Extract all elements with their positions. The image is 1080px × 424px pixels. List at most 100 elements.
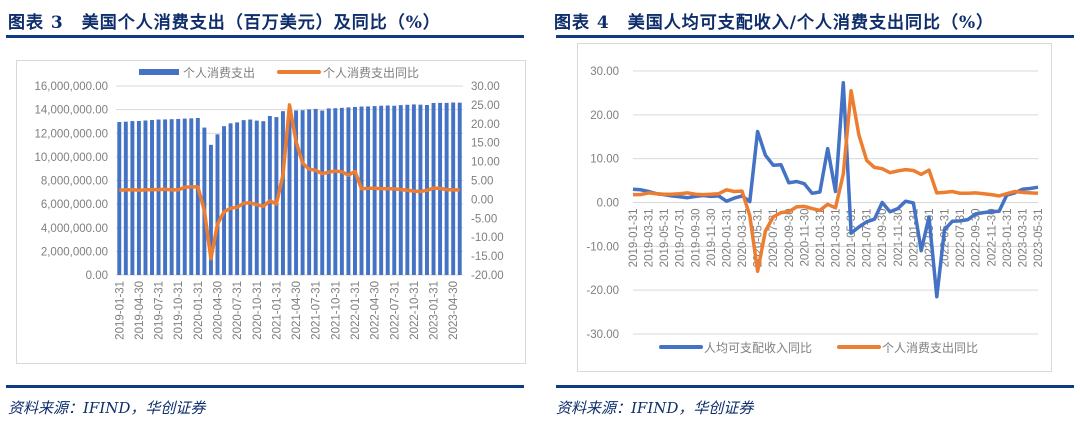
right-panel: 图表 4 美国人均可支配收入/个人消费支出同比（%） -30.00 -20.00-… xyxy=(550,0,1080,424)
x-tick: 2022-07-31 xyxy=(389,281,401,340)
bar xyxy=(326,108,331,275)
x-tick: 2023-01-31 xyxy=(1002,209,1014,268)
bar xyxy=(320,110,325,275)
y-right-tick: 20.00 xyxy=(471,119,500,131)
bar xyxy=(195,118,200,275)
x-tick: 2022-09-30 xyxy=(971,209,983,268)
y-left-tick: 10,000,000.00 xyxy=(34,152,108,164)
consumption-yoy-line xyxy=(633,88,1039,274)
legend-label: 个人消费支出 xyxy=(183,66,255,80)
x-tick: 2020-11-30 xyxy=(799,209,811,267)
source-rule xyxy=(6,385,524,388)
bar xyxy=(143,120,148,276)
x-tick: 2021-10-31 xyxy=(330,281,342,340)
y-right-tick: 5.00 xyxy=(471,176,493,188)
bar xyxy=(156,119,161,275)
x-tick: 2019-03-31 xyxy=(644,209,656,268)
y-tick: 30.00 xyxy=(590,66,619,78)
x-tick: 2023-03-31 xyxy=(1017,209,1029,268)
bar xyxy=(287,108,292,275)
y-tick: -30.00 xyxy=(586,329,619,341)
bar xyxy=(222,126,226,275)
bar xyxy=(300,110,305,275)
x-tick: 2020-10-31 xyxy=(252,281,264,340)
left-panel: 图表 3 美国个人消费支出（百万美元）及同比（%） 0.00 2,000,000.… xyxy=(0,0,530,424)
y-left-tick: 16,000,000.00 xyxy=(34,81,108,93)
legend-label: 个人消费支出同比 xyxy=(323,66,419,80)
legend-label: 人均可支配收入同比 xyxy=(704,341,812,355)
legend: 个人消费支出 个人消费支出同比 xyxy=(139,66,419,80)
bar xyxy=(313,108,318,275)
bar xyxy=(176,118,181,275)
bar xyxy=(235,122,240,275)
chart-frame: -30.00 -20.00 -10.00 0.00 10.00 20.00 30.00 201… xyxy=(577,43,1052,372)
x-tick: 2021-11-30 xyxy=(893,209,905,267)
y-left-tick: 8,000,000.00 xyxy=(41,176,108,188)
x-tick: 2021-01-31 xyxy=(815,209,827,268)
x-tick: 2020-03-31 xyxy=(737,209,749,268)
y-right-tick: 30.00 xyxy=(471,81,500,93)
x-tick: 2021-09-30 xyxy=(877,209,889,268)
title-rule xyxy=(556,35,1074,38)
bar xyxy=(189,118,194,276)
x-tick: 2020-09-30 xyxy=(784,209,796,268)
y-right-tick: -20.00 xyxy=(471,270,504,282)
x-tick: 2020-01-31 xyxy=(721,209,733,268)
source-note: 资料来源：IFIND，华创证券 xyxy=(556,399,754,417)
bar xyxy=(366,106,371,275)
chart-frame: 0.00 2,000,000.00 4,000,000.00 6,000,000.00… xyxy=(16,60,526,364)
y-tick: -20.00 xyxy=(586,285,619,297)
y-right-tick: -5.00 xyxy=(471,213,497,225)
x-tick: 2020-07-31 xyxy=(232,281,244,340)
bar xyxy=(163,119,168,275)
source-rule xyxy=(556,385,1074,388)
bar xyxy=(208,144,213,275)
figure-title: 图表 4 美国人均可支配收入/个人消费支出同比（%） xyxy=(554,13,995,33)
x-tick: 2022-04-30 xyxy=(370,281,382,340)
x-tick: 2019-01-31 xyxy=(628,209,640,268)
title-rule xyxy=(6,35,524,38)
y-right-tick: 25.00 xyxy=(471,100,500,112)
x-tick: 2019-07-31 xyxy=(675,209,687,268)
x-tick: 2021-07-31 xyxy=(311,281,323,340)
x-tick: 2021-03-31 xyxy=(831,209,843,268)
legend-bar-swatch xyxy=(139,69,179,75)
bar xyxy=(333,108,338,275)
x-tick: 2019-04-30 xyxy=(134,281,146,340)
y-right-tick: -10.00 xyxy=(471,232,504,244)
y-right-tick: 0.00 xyxy=(471,194,493,206)
x-tick: 2020-04-30 xyxy=(212,281,224,340)
y-left-tick: 12,000,000.00 xyxy=(34,128,108,140)
y-left-tick: 2,000,000.00 xyxy=(41,246,108,258)
y-left-tick: 0.00 xyxy=(86,270,108,282)
x-tick: 2023-04-30 xyxy=(448,281,460,340)
bar xyxy=(254,120,259,275)
x-tick: 2022-07-31 xyxy=(955,209,967,268)
x-tick: 2019-01-31 xyxy=(114,281,126,340)
bar xyxy=(130,121,135,275)
legend: 人均可支配收入同比 个人消费支出同比 xyxy=(659,341,978,355)
x-tick: 2019-09-30 xyxy=(690,209,702,268)
bar xyxy=(280,111,285,275)
bar xyxy=(372,106,377,275)
y-right-tick: -15.00 xyxy=(471,251,504,263)
bar xyxy=(359,106,364,276)
bar xyxy=(150,120,154,275)
bar xyxy=(294,110,299,275)
y-left-tick: 14,000,000.00 xyxy=(34,105,108,117)
y-tick: 0.00 xyxy=(597,198,619,210)
bar xyxy=(346,107,351,275)
bar xyxy=(248,119,253,275)
y-tick: 20.00 xyxy=(590,110,619,122)
bar xyxy=(457,102,462,275)
y-right-tick: 10.00 xyxy=(471,157,500,169)
bar xyxy=(261,121,266,275)
bar xyxy=(117,122,122,275)
figure-title: 图表 3 美国个人消费支出（百万美元）及同比（%） xyxy=(8,13,441,33)
x-tick: 2019-07-31 xyxy=(154,281,166,340)
y-left-tick: 4,000,000.00 xyxy=(41,223,108,235)
bar xyxy=(228,123,233,275)
x-tick: 2023-05-31 xyxy=(1033,209,1045,268)
x-tick: 2020-01-31 xyxy=(193,281,205,340)
bar xyxy=(169,119,174,275)
